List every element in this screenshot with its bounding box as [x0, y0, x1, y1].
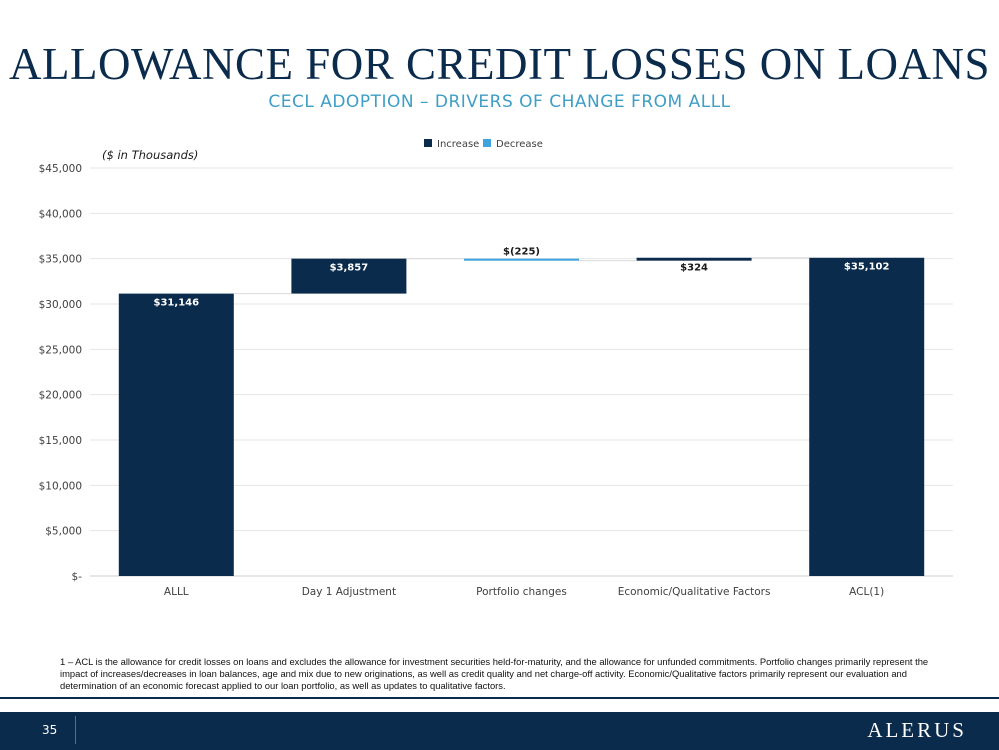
y-tick-label: $45,000 [39, 163, 82, 175]
y-tick-label: $20,000 [39, 390, 82, 402]
bar-2 [291, 258, 407, 294]
footer-bar: 35 ALERUS [0, 712, 999, 750]
footer-rule [0, 697, 999, 699]
legend-swatch-decrease [483, 139, 491, 147]
y-tick-label: $- [72, 571, 83, 583]
page-subtitle: CECL ADOPTION – DRIVERS OF CHANGE FROM A… [268, 92, 731, 112]
footnote: 1 – ACL is the allowance for credit loss… [60, 656, 929, 691]
data-label: $(225) [503, 247, 540, 258]
data-label: $3,857 [330, 263, 369, 274]
x-tick-label: Portfolio changes [476, 586, 567, 598]
alerus-logo: ALERUS [867, 718, 967, 742]
bar-1 [118, 293, 234, 576]
x-tick-label: Day 1 Adjustment [302, 586, 396, 598]
page-number: 35 [42, 723, 58, 737]
legend-label-decrease: Decrease [496, 139, 543, 150]
y-tick-label: $30,000 [39, 299, 82, 311]
bar-4 [636, 257, 752, 261]
y-tick-label: $25,000 [39, 344, 82, 356]
x-tick-label: ACL(1) [849, 586, 884, 598]
y-tick-label: $5,000 [45, 526, 82, 538]
footer-divider [75, 716, 76, 744]
bar-5 [809, 257, 925, 576]
x-tick-label: ALLL [164, 586, 189, 598]
data-label: $35,102 [844, 262, 890, 273]
axis-unit-note: ($ in Thousands) [102, 148, 198, 162]
data-label: $31,146 [154, 298, 200, 309]
y-tick-label: $15,000 [39, 435, 82, 447]
y-tick-label: $10,000 [39, 480, 82, 492]
waterfall-chart: $- $5,000 $10,000 $15,000 $20,000 $25,000 $30,… [39, 139, 953, 598]
page-title: ALLOWANCE FOR CREDIT LOSSES ON LOANS [9, 39, 990, 89]
bar-3 [464, 258, 579, 261]
legend-label-increase: Increase [437, 139, 479, 150]
legend-swatch-increase [424, 139, 432, 147]
y-tick-label: $40,000 [39, 208, 82, 220]
y-tick-label: $35,000 [39, 254, 82, 266]
data-label: $324 [680, 263, 708, 274]
x-tick-label: Economic/Qualitative Factors [618, 586, 771, 598]
